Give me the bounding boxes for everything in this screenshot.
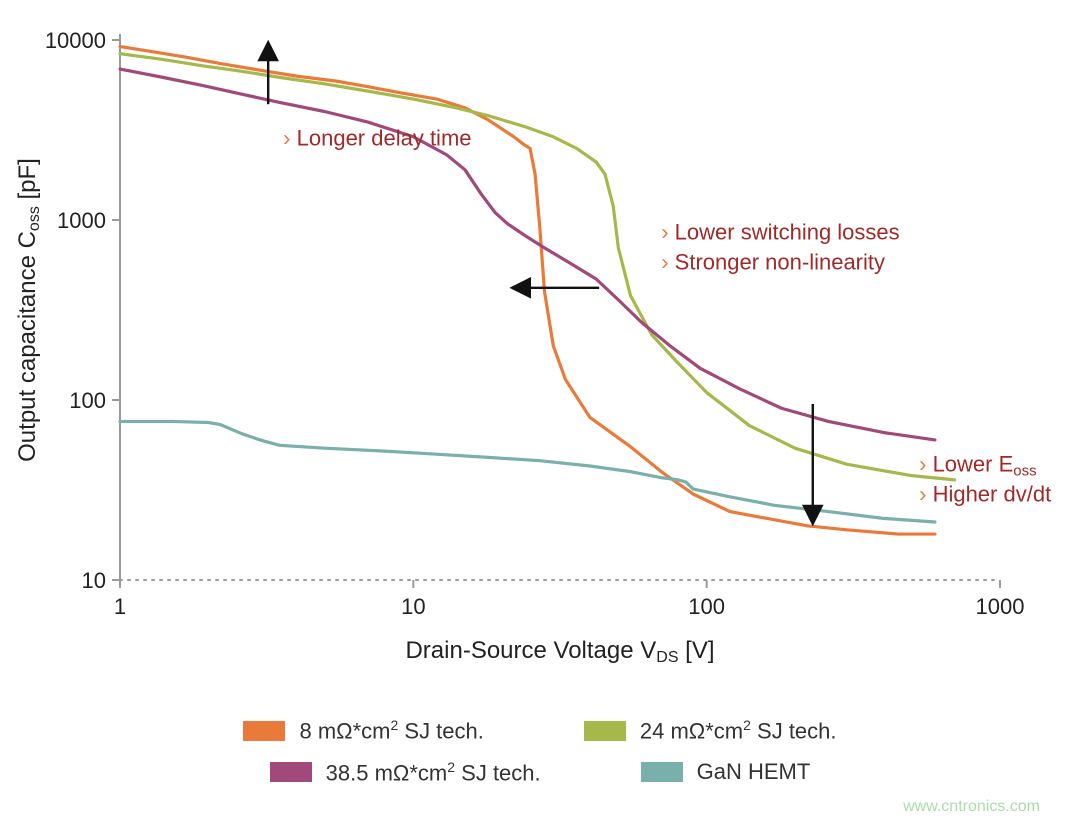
svg-text:1: 1 [114,594,126,619]
legend-item-4: GaN HEMT [641,759,811,786]
legend-label: 8 mΩ*cm2 SJ tech. [299,717,483,744]
svg-text:› Longer delay time: › Longer delay time [283,125,471,150]
watermark: www.cntronics.com [903,798,1040,816]
svg-text:› Stronger non-linearity: › Stronger non-linearity [661,249,885,274]
legend-swatch [584,721,626,741]
svg-text:1000: 1000 [976,594,1025,619]
coss-chart: 1 10 100 1000 10 100 1000 10000 Drain-Source Vol… [0,0,1080,700]
legend-row-1: 8 mΩ*cm2 SJ tech. 24 mΩ*cm2 SJ tech. [0,717,1080,744]
svg-text:1000: 1000 [57,208,106,233]
svg-text:100: 100 [69,388,106,413]
svg-text:› Lower Eoss: › Lower Eoss [919,452,1037,480]
legend-item-2: 24 mΩ*cm2 SJ tech. [584,717,837,744]
legend-label: 24 mΩ*cm2 SJ tech. [640,717,837,744]
legend-swatch [270,762,312,782]
svg-text:100: 100 [688,594,725,619]
legend-label: GaN HEMT [697,759,811,785]
legend-item-3: 38.5 mΩ*cm2 SJ tech. [270,759,541,786]
legend: 8 mΩ*cm2 SJ tech. 24 mΩ*cm2 SJ tech. 38.… [0,703,1080,786]
legend-row-2: 38.5 mΩ*cm2 SJ tech. GaN HEMT [0,759,1080,786]
legend-label: 38.5 mΩ*cm2 SJ tech. [326,759,541,786]
legend-item-1: 8 mΩ*cm2 SJ tech. [243,717,483,744]
svg-text:10: 10 [82,568,106,593]
svg-text:› Higher dv/dt: › Higher dv/dt [919,482,1051,507]
svg-text:Output capacitance Coss [pF]: Output capacitance Coss [pF] [14,158,43,462]
legend-swatch [641,762,683,782]
svg-text:› Lower switching losses: › Lower switching losses [661,219,899,244]
chart-container: 1 10 100 1000 10 100 1000 10000 Drain-Source Vol… [0,0,1080,826]
svg-text:10: 10 [401,594,425,619]
legend-swatch [243,721,285,741]
svg-text:10000: 10000 [45,28,106,53]
svg-text:Drain-Source Voltage VDS [V]: Drain-Source Voltage VDS [V] [405,637,714,666]
